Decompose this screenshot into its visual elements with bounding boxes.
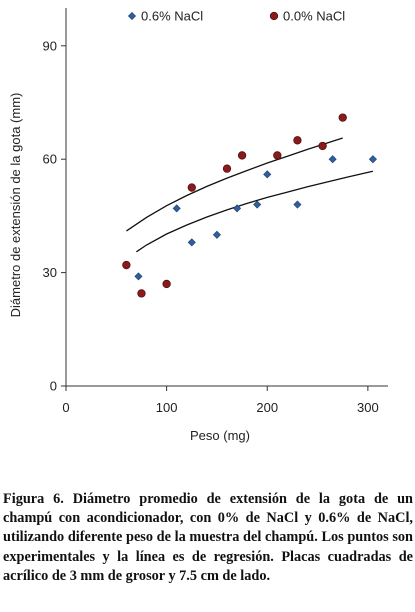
y-tick-label: 30	[43, 265, 57, 280]
data-point-nacl-0-6	[134, 272, 143, 281]
y-tick-label: 90	[43, 38, 57, 53]
data-point-nacl-0-6	[263, 170, 272, 179]
figure-caption: Figura 6. Diámetro promedio de extensión…	[3, 491, 413, 584]
x-tick-label: 100	[156, 400, 178, 415]
scatter-chart: 0 30 60 90 0 100 200 300 Peso (mg) Diámetro de ex…	[8, 8, 388, 443]
y-tick-label: 0	[50, 379, 57, 394]
data-point-nacl-0-6	[253, 200, 262, 209]
x-axis-title: Peso (mg)	[190, 428, 250, 443]
x-tick-label: 200	[256, 400, 278, 415]
data-point-nacl-0-6	[172, 204, 181, 213]
data-point-nacl-0-0	[137, 289, 146, 298]
data-point-nacl-0-6	[293, 200, 302, 209]
data-point-nacl-0-0	[293, 136, 302, 145]
y-axis-title: Diámetro de extensión de la gota (mm)	[8, 93, 23, 318]
data-point-nacl-0-0	[187, 183, 196, 192]
data-point-nacl-0-6	[233, 204, 242, 213]
data-point-nacl-0-0	[237, 151, 247, 160]
legend-marker-nacl-0-0	[269, 11, 279, 21]
data-point-nacl-0-0	[222, 164, 232, 173]
data-point-nacl-0-6	[328, 155, 337, 164]
data-point-nacl-0-0	[318, 141, 327, 151]
regression-line-nacl-0-0	[126, 137, 343, 232]
data-point-nacl-0-0	[273, 151, 282, 160]
legend-label-nacl-0-0: 0.0% NaCl	[283, 9, 345, 24]
data-point-nacl-0-0	[338, 113, 347, 122]
data-point-nacl-0-0	[122, 260, 131, 270]
chart-area: 0 30 60 90 0 100 200 300 Peso (mg) Diámetro de ex…	[8, 8, 388, 443]
legend-label-nacl-0-6: 0.6% NaCl	[141, 9, 203, 24]
data-point-nacl-0-6	[212, 230, 221, 239]
x-tick-label: 0	[62, 400, 69, 415]
data-point-nacl-0-6	[187, 238, 196, 247]
y-tick-label: 60	[43, 152, 57, 167]
data-point-nacl-0-6	[368, 155, 377, 164]
legend-marker-nacl-0-6	[127, 11, 137, 21]
x-tick-label: 300	[357, 400, 379, 415]
data-point-nacl-0-0	[162, 279, 171, 289]
regression-line-nacl-0-6	[136, 170, 374, 253]
